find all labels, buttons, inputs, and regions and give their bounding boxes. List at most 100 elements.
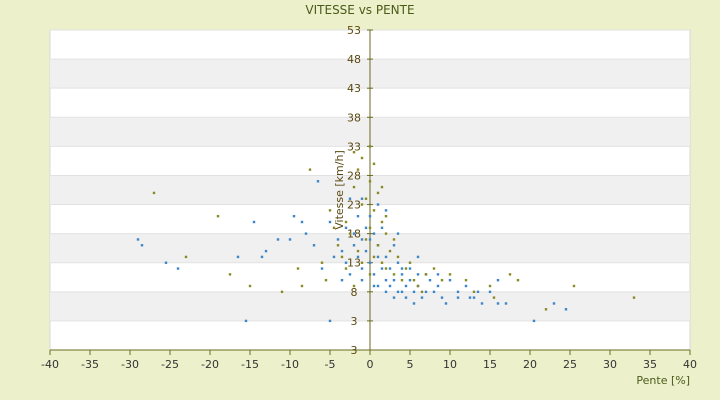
data-point [236,255,240,259]
data-point [384,214,388,218]
data-point [544,308,548,311]
y-tick-label: 13 [347,257,361,270]
data-point [344,261,348,264]
x-tick-label: 30 [603,358,617,371]
data-point [488,284,492,288]
data-point [184,255,188,259]
data-point [504,302,508,305]
data-point [404,296,408,299]
data-point [348,273,352,276]
x-tick-label: -25 [161,358,179,371]
data-point [572,284,576,288]
data-point [332,255,336,259]
data-point [360,156,364,160]
data-point [376,284,380,288]
data-point [400,278,404,282]
data-point [384,255,388,259]
data-point [440,296,444,299]
data-point [352,244,356,247]
data-point [356,168,360,171]
data-point [380,185,384,189]
data-point [368,273,372,276]
data-point [416,255,420,259]
data-point [260,255,264,259]
chart-title: VITESSE vs PENTE [305,3,414,17]
x-tick-label: -35 [81,358,99,371]
y-tick-label: 8 [351,286,358,299]
data-point [388,284,392,288]
data-point [372,162,376,166]
data-point [368,180,372,183]
y-tick-label: 3 [351,344,358,357]
data-point [152,191,156,195]
y-axis-label: Vitesse [km/h] [333,150,346,230]
y-tick-label: 48 [347,53,361,66]
data-point [464,278,468,282]
data-point [248,284,252,288]
data-point [368,214,372,218]
data-point [296,267,300,270]
data-point [320,261,324,264]
x-tick-label: -5 [325,358,336,371]
data-point [404,267,408,270]
x-tick-label: -10 [281,358,299,371]
data-point [360,267,364,270]
data-point [368,238,372,241]
data-point [532,319,536,323]
data-point [432,290,436,294]
data-point [424,290,428,294]
data-point [384,278,388,282]
y-tick-label: 23 [347,199,361,212]
data-point [336,238,340,241]
x-tick-label: 25 [563,358,577,371]
data-point [444,302,448,305]
data-point [328,319,332,323]
data-point [344,267,348,270]
data-point [396,261,400,264]
data-point [352,232,356,235]
data-point [380,267,384,270]
data-point [364,226,368,230]
x-axis-label: Pente [%] [636,374,690,387]
y-tick-label: 53 [347,24,361,37]
data-point [348,232,352,235]
data-point [356,249,360,253]
data-point [516,278,520,282]
data-point [300,220,304,224]
data-point [348,197,352,200]
data-point [408,261,412,264]
data-point [372,273,376,276]
data-point [352,150,356,154]
data-point [276,238,280,241]
x-tick-label: 10 [443,358,457,371]
data-point [400,273,404,276]
data-point [400,267,404,270]
data-point [320,267,324,270]
data-point [360,238,364,241]
data-point [392,278,396,282]
y-tick-label: 38 [347,111,361,124]
data-point [324,278,328,282]
data-point [488,290,492,294]
data-point [136,238,140,241]
data-point [412,302,416,305]
data-point [380,220,384,224]
data-point [384,290,388,294]
data-point [388,249,392,253]
data-point [344,220,348,224]
data-point [408,267,412,270]
data-point [384,267,388,270]
data-point [380,261,384,264]
data-point [392,244,396,247]
data-point [396,232,400,235]
data-point [552,302,556,305]
data-point [380,226,384,230]
data-point [376,203,380,206]
x-tick-label: -30 [121,358,139,371]
y-tick-label: 28 [347,169,361,182]
data-point [376,255,380,259]
data-point [436,273,440,276]
data-point [400,290,404,294]
plot-area: -40 -35 -30 -25 -20 -15 -10 -5 0 5 10 15 20 25 30 35 40 3… [41,24,697,371]
data-point [304,232,308,235]
